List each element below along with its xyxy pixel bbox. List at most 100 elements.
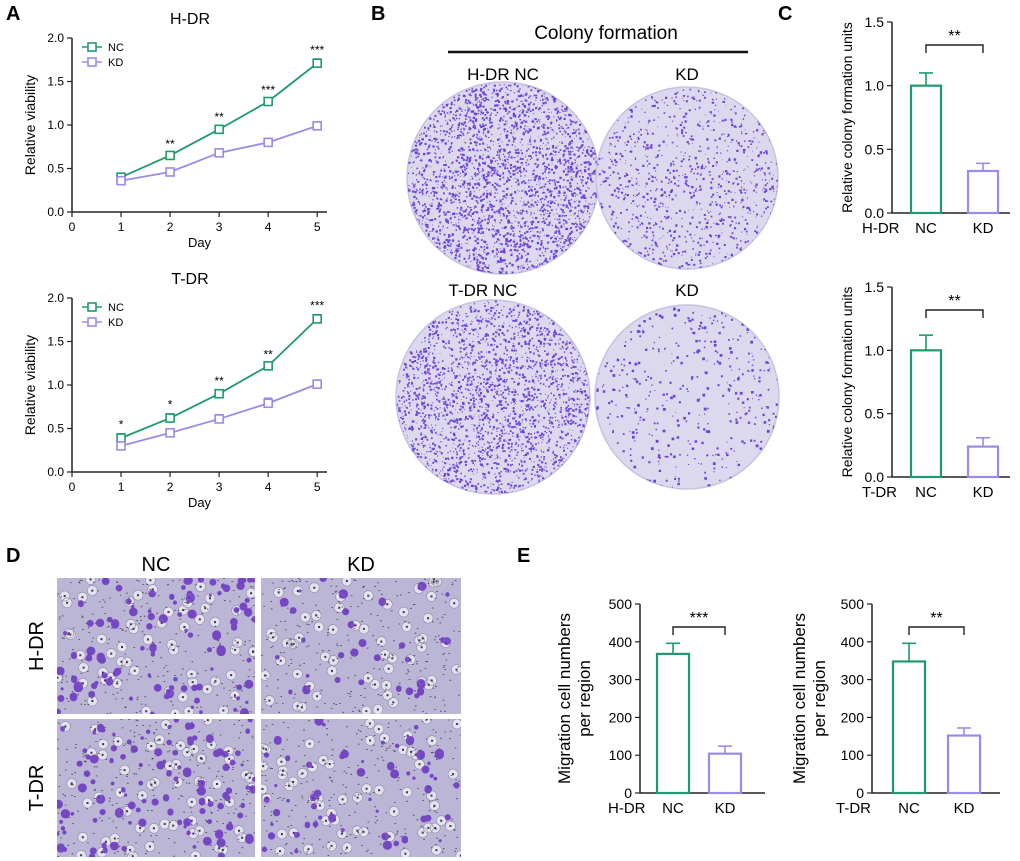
colony-spots (596, 307, 778, 488)
micrograph-hdr-nc (57, 578, 255, 714)
y-tick-label: 0.5 (865, 406, 885, 422)
y-tick-label: 500 (609, 596, 633, 612)
y-tick-label: 1.5 (865, 279, 885, 295)
x-tick-label: 5 (314, 480, 321, 494)
y-tick-label: 0.5 (47, 422, 64, 436)
point-kd (263, 137, 273, 148)
y-tick-label: 200 (609, 709, 633, 725)
y-tick-label: 400 (609, 634, 633, 650)
point-nc (116, 433, 126, 443)
significance-bracket (925, 44, 984, 53)
legend-label: NC (108, 302, 124, 314)
x-tick-label: 4 (265, 220, 272, 234)
panel-label-c: C (778, 3, 792, 25)
x-axis-label: Day (188, 235, 212, 250)
point-kd (116, 441, 126, 451)
x-tick-label: 2 (167, 220, 174, 234)
chart-e-hdr-migration: 0 100 200 300 400 500 Migration cell numbers pe… (555, 596, 765, 817)
colony-formation-title: Colony formation (534, 23, 678, 44)
micrograph-content (261, 578, 461, 714)
y-tick-label: 0.5 (47, 162, 64, 176)
y-tick-label: 300 (609, 672, 633, 688)
micrograph-content (261, 719, 461, 857)
x-tick-label: 3 (216, 220, 223, 234)
chart-a-tdr-viability: T-DR 0.0 0.5 1.0 1.5 2.0 0 1 2 3 4 5 Day Relative via… (22, 271, 327, 510)
point-kd (214, 414, 224, 424)
point-kd (312, 121, 322, 131)
legend-label: KD (108, 317, 123, 329)
y-tick-label: 1.5 (865, 14, 885, 30)
y-tick-label: 1.5 (47, 335, 64, 349)
bar-kd (707, 752, 743, 795)
micro-col-label-kd: KD (347, 554, 375, 576)
y-axis-label: Relative viability (22, 75, 38, 175)
panel-label-a: A (6, 3, 20, 25)
significance-label: ** (214, 374, 224, 388)
dish-tdr-nc (395, 299, 591, 495)
legend-marker (87, 317, 97, 327)
category-label: NC (662, 800, 684, 817)
significance-label: ** (263, 347, 273, 361)
significance-label: ** (948, 28, 960, 45)
y-tick-label: 1.0 (865, 78, 885, 94)
dish-hdr-kd (595, 86, 779, 270)
point-kd (263, 398, 273, 409)
colony-spots (396, 300, 590, 494)
panel-label-b: B (371, 3, 385, 25)
y-tick-label: 300 (841, 672, 865, 688)
bar-kd (946, 734, 982, 795)
legend-marker (87, 42, 97, 52)
category-label: NC (898, 800, 920, 817)
legend-marker (87, 302, 97, 312)
y-tick-label: 0.0 (47, 205, 64, 219)
colony-dots (407, 83, 599, 274)
panel-d-transwell: NC KD H-DR T-DR (26, 554, 461, 857)
group-label: H-DR (862, 220, 900, 237)
significance-label: *** (310, 299, 324, 313)
y-tick-label: 2.0 (47, 31, 64, 45)
point-nc (263, 96, 273, 107)
significance-label: *** (690, 610, 709, 627)
micrograph-content (57, 719, 255, 857)
significance-label: ** (165, 137, 175, 151)
chart-a-hdr-viability: H-DR 0.0 0.5 1.0 1.5 2.0 0 1 2 3 4 5 Day Relative via… (22, 11, 327, 250)
y-tick-label: 0.0 (865, 205, 885, 221)
y-tick-label: 0.0 (865, 469, 885, 485)
significance-label: * (168, 398, 173, 412)
colony-spots (407, 83, 599, 274)
category-label: NC (915, 484, 937, 501)
point-nc (263, 361, 273, 371)
y-tick-label: 1.0 (47, 378, 64, 392)
micrograph-hdr-kd (261, 578, 461, 714)
point-kd (165, 167, 175, 177)
bar-kd (966, 169, 1000, 215)
x-tick-label: 4 (265, 480, 272, 494)
category-label: NC (915, 220, 937, 237)
dish-plate (594, 304, 780, 490)
significance-label: * (119, 418, 124, 432)
micrograph-tdr-nc (57, 719, 255, 857)
y-tick-label: 100 (609, 747, 633, 763)
y-tick-label: 200 (841, 709, 865, 725)
y-axis-label-line2: per region (810, 660, 829, 737)
y-axis-label: Relative colony formation units (839, 287, 855, 478)
point-nc (214, 388, 224, 399)
y-axis-label: Relative viability (22, 335, 38, 435)
legend-label: NC (108, 42, 124, 54)
colony-dots (396, 300, 590, 494)
y-tick-label: 2.0 (47, 291, 64, 305)
colony-dots (596, 307, 778, 488)
micrograph-content (57, 578, 255, 714)
x-tick-label: 0 (69, 220, 76, 234)
micro-row-label-tdr: T-DR (26, 765, 48, 812)
y-tick-label: 1.5 (47, 75, 64, 89)
significance-label: *** (310, 43, 324, 57)
bar-nc (891, 660, 927, 795)
y-axis-label-line1: Migration cell numbers (790, 613, 809, 784)
point-nc (165, 413, 175, 423)
group-label: T-DR (862, 484, 897, 501)
membrane-pores (261, 578, 461, 714)
y-tick-label: 1.0 (47, 118, 64, 132)
y-tick-label: 500 (841, 596, 865, 612)
